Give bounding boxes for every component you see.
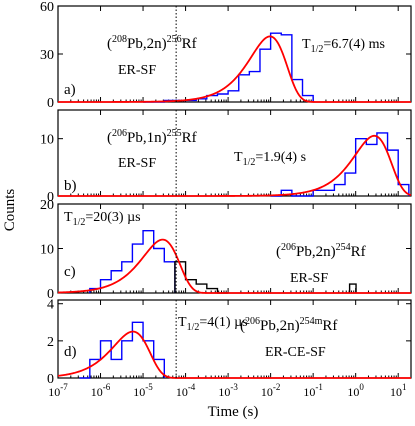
halflife-label: T1/2=20(3) µs	[64, 210, 141, 228]
halflife-label: T1/2=1.9(4) s	[234, 150, 306, 168]
y-tick-label: 2	[47, 335, 54, 350]
halflife-label: T1/2=4(1) µs	[178, 315, 248, 333]
panel-frame	[57, 5, 412, 103]
reaction-label: (206Pb,2n)254Rf	[276, 242, 366, 260]
panel-a: 0 30 60 a) (208Pb,2n)256Rf ER-SF T1/2=6.7(4) m…	[40, 0, 412, 111]
reaction-label: (206Pb,2n)254mRf	[240, 316, 337, 334]
panel-tag: a)	[64, 82, 76, 98]
panel-d: 0 2 4 d) (206Pb,2n)254mRf ER-CE-SF T1/2=4(1) µ…	[47, 298, 412, 399]
fit-curve	[57, 330, 411, 379]
panel-tag: c)	[64, 264, 76, 280]
halflife-label: T1/2=6.7(4) ms	[302, 37, 385, 55]
y-tick-label: 60	[40, 0, 54, 15]
fit-curve	[57, 238, 411, 294]
y-tick-label: 0	[47, 372, 54, 387]
y-tick-label: 30	[40, 48, 54, 63]
panel-tag: b)	[64, 178, 77, 194]
fit-curve	[58, 35, 411, 103]
histogram-series	[79, 321, 165, 379]
y-tick-label: 10	[40, 243, 54, 258]
panel-b: 0 10 b) (206Pb,1n)255Rf ER-SF T1/2=1.9(4) s	[40, 109, 412, 205]
histogram-series	[89, 230, 176, 293]
x-tick-label: 10-7	[48, 382, 68, 399]
mode-label: ER-SF	[118, 156, 156, 171]
x-tick-label: 10-1	[303, 382, 323, 399]
reaction-label: (206Pb,1n)255Rf	[107, 128, 197, 146]
y-axis-label: Counts	[2, 189, 18, 232]
mode-label: ER-SF	[118, 63, 156, 78]
y-tick-label: 0	[47, 190, 54, 205]
mode-label: ER-SF	[290, 271, 328, 286]
fit-curve	[58, 134, 412, 197]
x-tick-label: 10-2	[261, 382, 281, 399]
x-axis-label: Time (s)	[208, 404, 259, 420]
panel-tag: d)	[64, 344, 77, 360]
panel-c: 0 10 20 c) (206Pb,2n)254Rf ER-SF T1/2=20(3) µs	[40, 198, 412, 302]
x-tick-label: 101	[390, 382, 407, 399]
x-tick-label: 10-3	[218, 382, 238, 399]
histogram-bin-black	[348, 283, 357, 293]
y-tick-label: 4	[47, 298, 54, 313]
x-tick-label: 10-4	[176, 382, 196, 399]
histogram-series	[270, 132, 410, 197]
x-tick-label: 10-5	[133, 382, 153, 399]
histogram-series-black	[174, 261, 229, 294]
y-tick-label: 0	[47, 287, 54, 302]
x-tick-label: 100	[347, 382, 364, 399]
y-tick-label: 0	[47, 96, 54, 111]
y-tick-label: 20	[40, 198, 54, 213]
y-tick-label: 10	[40, 133, 54, 148]
mode-label: ER-CE-SF	[265, 345, 326, 360]
panel-frame	[57, 299, 412, 379]
reaction-label: (208Pb,2n)256Rf	[107, 34, 197, 52]
x-tick-label: 10-6	[91, 382, 111, 399]
